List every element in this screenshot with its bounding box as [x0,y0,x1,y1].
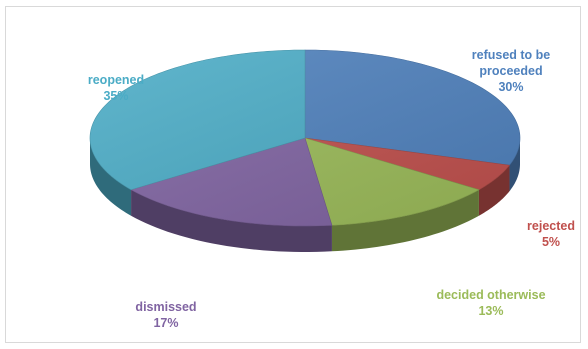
data-label-text: rejected [527,219,575,233]
data-label-percent: 35% [103,89,129,103]
data-label-refused-to-be-proceeded: refused to be proceeded 30% [472,47,551,95]
data-label-percent: 13% [478,304,504,318]
pie-side-refused-to-be-proceeded [509,138,520,192]
data-label-rejected: rejected 5% [527,218,575,250]
data-label-text: reopened [87,73,145,87]
data-label-reopened: reopened 35% [88,72,144,104]
data-label-percent: 30% [498,80,524,94]
pie-side-decided-otherwise [331,189,479,252]
data-label-text: decided otherwise [436,288,546,302]
data-label-percent: 5% [541,235,561,249]
pie-sheen [90,50,520,226]
data-label-dismissed: dismissed 17% [135,299,196,331]
data-label-percent: 17% [153,316,179,330]
data-label-text: refused to be [471,48,551,62]
data-label-decided-otherwise: decided otherwise 13% [436,287,545,319]
data-label-text: dismissed [135,300,197,314]
data-label-text: proceeded [479,64,543,78]
pie-side-reopened [90,138,132,216]
pie-side-rejected [478,165,510,216]
